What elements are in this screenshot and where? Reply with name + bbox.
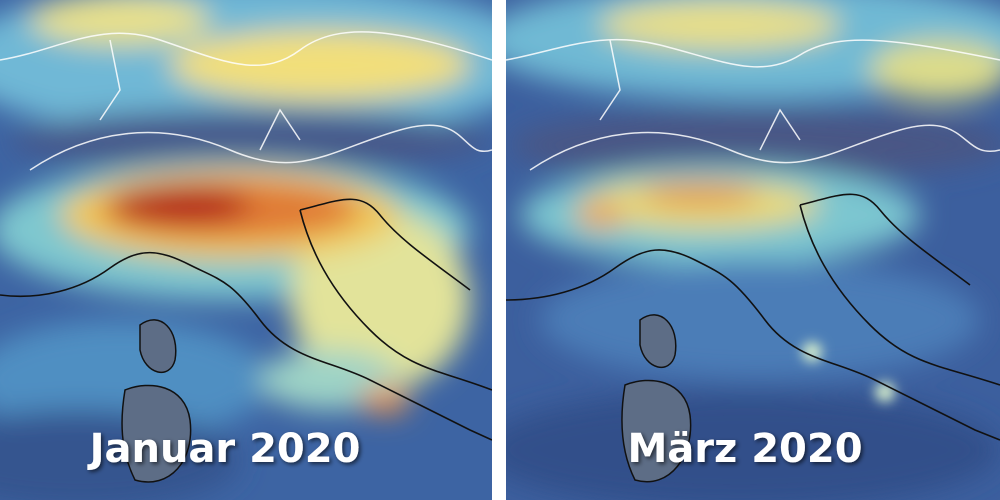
panel-label: März 2020 — [627, 426, 862, 472]
panel-january: Januar 2020 — [0, 0, 492, 500]
panel-label: Januar 2020 — [87, 426, 361, 472]
panel-march: März 2020 — [506, 0, 1000, 500]
